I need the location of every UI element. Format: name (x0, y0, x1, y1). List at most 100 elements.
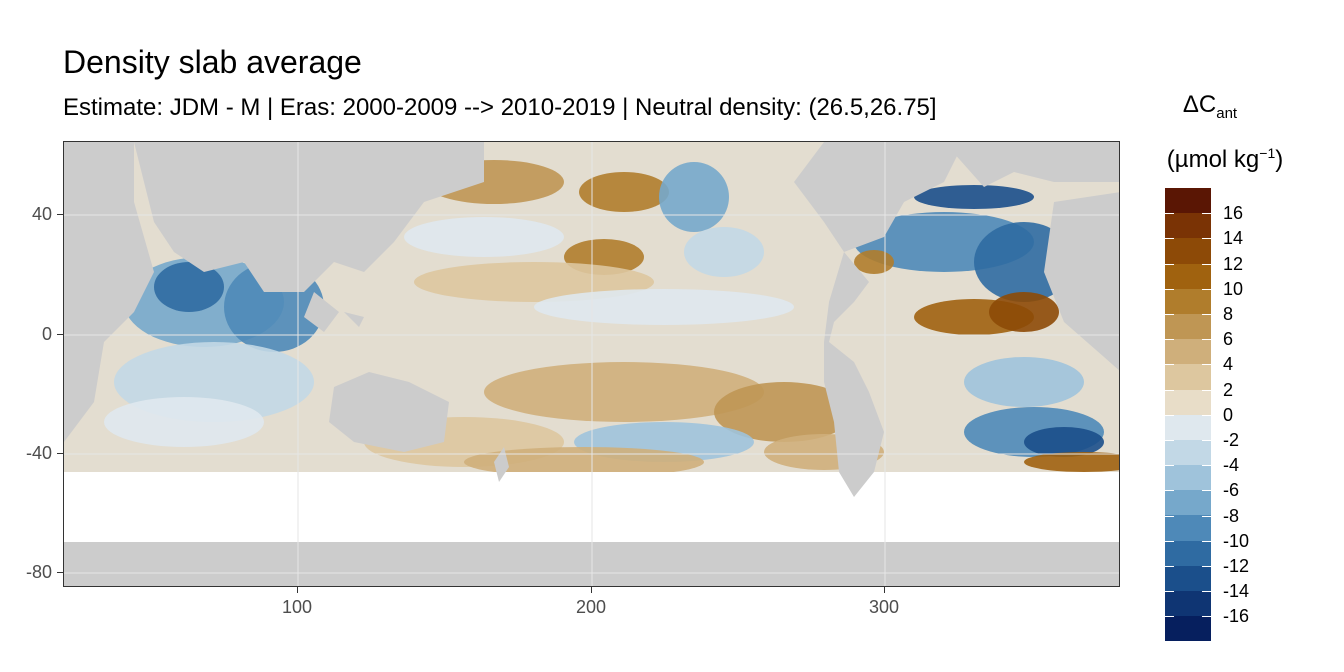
ocean-value-patch (579, 172, 669, 212)
legend-tick (1165, 288, 1174, 290)
ocean-value-patch (1024, 452, 1119, 472)
legend-colorbar (1165, 188, 1211, 642)
chart-subtitle: Estimate: JDM - M | Eras: 2000-2009 --> … (63, 94, 937, 121)
legend-tick (1165, 566, 1174, 567)
legend-label: 0 (1223, 404, 1234, 425)
legend-swatch (1165, 364, 1211, 390)
legend-tick (1202, 515, 1211, 517)
chart-title: Density slab average (63, 44, 362, 80)
legend-tick (1165, 389, 1174, 391)
y-tick-label: -80 (25, 562, 52, 582)
legend-swatch (1165, 288, 1211, 314)
y-tick-label: -40 (25, 443, 52, 463)
ocean-value-patch (714, 382, 854, 442)
legend-swatch (1165, 490, 1211, 516)
ocean-value-patch (914, 185, 1034, 209)
ocean-value-patch (404, 217, 564, 257)
legend-label: 4 (1223, 354, 1234, 375)
legend-tick (1202, 238, 1211, 240)
legend-tick (1202, 414, 1211, 416)
legend-tick (1165, 490, 1174, 492)
y-tick-label: 40 (31, 204, 52, 224)
legend-label: 6 (1223, 329, 1234, 350)
x-tick-label: 100 (281, 597, 313, 617)
legend-tick (1165, 440, 1174, 441)
legend-swatch (1165, 465, 1211, 491)
legend-tick (1165, 414, 1174, 416)
x-tick-label: 200 (575, 597, 607, 617)
legend-tick (1165, 540, 1174, 542)
ocean-value-patch (1024, 427, 1104, 457)
legend-label: -12 (1223, 556, 1250, 576)
legend-tick (1202, 540, 1211, 542)
legend-units: (µmol kg−1) (1166, 145, 1284, 173)
legend-swatch (1165, 213, 1211, 239)
legend-tick (1202, 213, 1211, 215)
legend-label: 14 (1223, 228, 1244, 249)
legend-tick (1202, 314, 1211, 315)
legend-tick (1165, 364, 1174, 366)
ocean-value-patch (989, 292, 1059, 332)
x-tick-mark (884, 587, 885, 593)
legend-tick (1202, 339, 1211, 341)
legend-swatch (1165, 591, 1211, 617)
legend-label: 16 (1223, 203, 1244, 224)
land-mass (304, 292, 339, 332)
legend-tick (1165, 616, 1174, 618)
legend-tick (1202, 440, 1211, 441)
ocean-value-patch (104, 397, 264, 447)
legend-swatch (1165, 616, 1211, 642)
legend-label: -8 (1223, 505, 1240, 526)
y-tick-mark (57, 453, 63, 454)
x-tick-label: 300 (868, 597, 900, 617)
ocean-value-patch (534, 289, 794, 325)
x-tick-mark (297, 587, 298, 593)
legend-tick (1202, 263, 1211, 265)
legend-label: 2 (1223, 379, 1234, 400)
ocean-value-patch (684, 227, 764, 277)
legend-tick (1202, 364, 1211, 366)
land-mass (494, 447, 509, 482)
legend-tick (1165, 465, 1174, 467)
land-mass (329, 372, 449, 452)
legend-tick (1202, 591, 1211, 593)
legend-label: -2 (1223, 430, 1240, 450)
legend-tick (1202, 616, 1211, 618)
land-mass (794, 142, 964, 252)
legend-tick (1165, 515, 1174, 517)
ocean-value-patch (484, 362, 764, 422)
legend-label: -10 (1223, 530, 1250, 551)
legend-swatch (1165, 313, 1211, 340)
land-mass (1044, 192, 1119, 371)
legend-label: 10 (1223, 278, 1244, 299)
legend-tick (1165, 238, 1174, 240)
legend-label: -14 (1223, 581, 1250, 602)
legend-swatch (1165, 389, 1211, 415)
legend-label: -6 (1223, 480, 1240, 501)
legend-title: ΔCant (1182, 91, 1238, 122)
land-mass (824, 252, 884, 497)
land-mass (134, 142, 484, 292)
legend-swatch (1165, 238, 1211, 264)
legend-swatch (1165, 565, 1211, 591)
legend-label: -4 (1223, 455, 1240, 476)
ocean-map (64, 142, 1119, 586)
legend-tick (1202, 288, 1211, 290)
legend-swatch (1165, 188, 1211, 214)
legend-tick (1165, 314, 1174, 315)
legend-label: 12 (1223, 253, 1244, 274)
legend-tick (1165, 213, 1174, 215)
y-tick-mark (57, 334, 63, 335)
legend-tick (1165, 339, 1174, 341)
y-tick-label: 0 (41, 324, 52, 344)
legend-label: 8 (1223, 304, 1234, 324)
legend-tick (1165, 591, 1174, 593)
land-mass (64, 142, 154, 442)
x-tick-mark (591, 587, 592, 593)
map-panel (63, 141, 1120, 587)
ocean-value-patch (659, 162, 729, 232)
legend-label: -16 (1223, 606, 1250, 627)
ocean-value-patch (964, 357, 1084, 407)
legend-swatch (1165, 339, 1211, 365)
land-mass (344, 312, 364, 327)
